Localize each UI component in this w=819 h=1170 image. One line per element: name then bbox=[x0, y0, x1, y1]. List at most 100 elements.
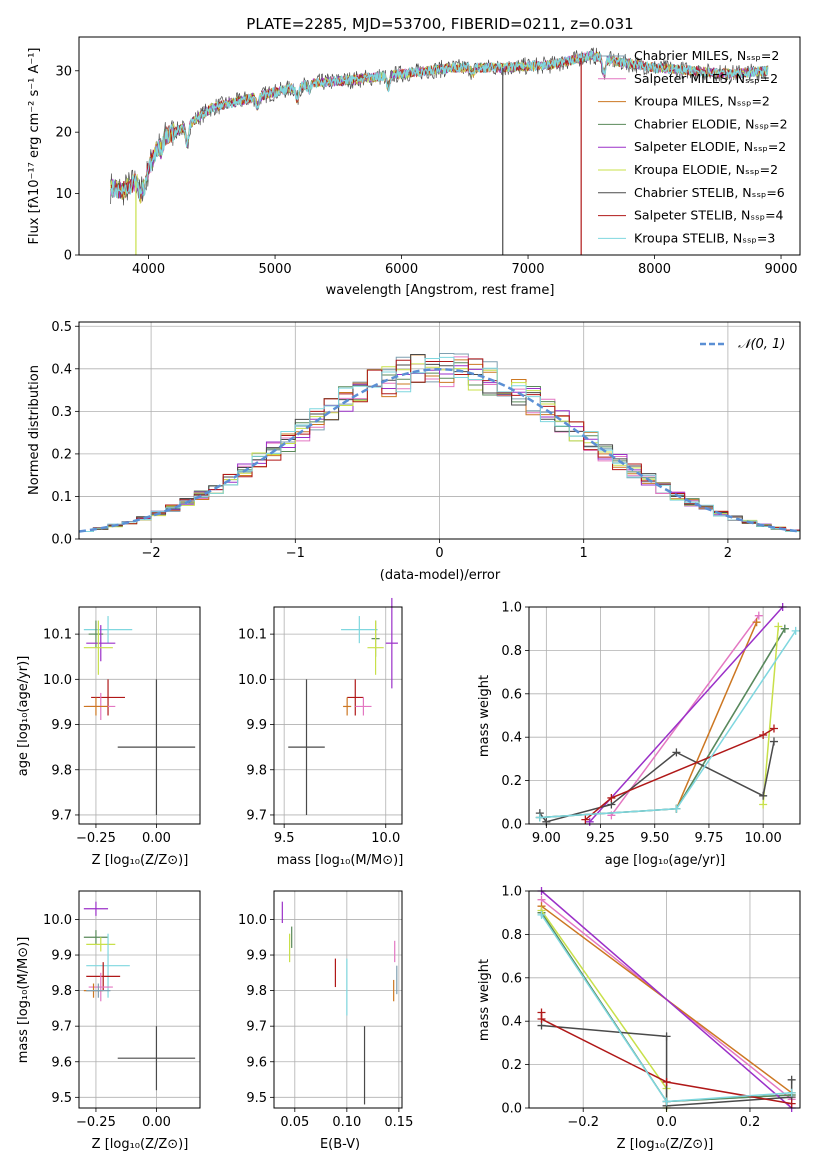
weight-age-xlabel: age [log₁₀(age/yr)] bbox=[605, 853, 726, 868]
y-tick-label: 9.9 bbox=[51, 718, 72, 733]
legend-label: Chabrier MILES, Nₛₛₚ=2 bbox=[634, 48, 779, 63]
mass-weight-series-line bbox=[762, 626, 780, 805]
y-tick-label: 10.0 bbox=[43, 913, 72, 928]
age-z-xlabel: Z [log₁₀(Z/Z⊙)] bbox=[92, 853, 189, 868]
y-tick-label: 0.1 bbox=[51, 490, 72, 505]
y-tick-label: 9.7 bbox=[246, 1020, 267, 1035]
age-z-axes-frame bbox=[78, 606, 201, 825]
y-tick-label: 10.0 bbox=[238, 913, 267, 928]
age-z-ylabel: age [log₁₀(age/yr)] bbox=[16, 656, 31, 777]
y-tick-label: 0.6 bbox=[501, 971, 522, 986]
x-tick-label: −0.25 bbox=[76, 1115, 116, 1130]
x-tick-label: 6000 bbox=[385, 262, 418, 277]
mass-weight-vs-age-panel: 9.00 9.25 9.50 9.75 10.000.00.20.40.60.81.0 … bbox=[477, 601, 801, 868]
y-tick-label: 0.8 bbox=[501, 928, 522, 943]
y-tick-label: 0.2 bbox=[51, 447, 72, 462]
x-tick-label: 0.00 bbox=[142, 1115, 171, 1130]
x-tick-label: 0.00 bbox=[142, 831, 171, 846]
y-tick-label: 9.9 bbox=[246, 949, 267, 964]
x-tick-label: 9.00 bbox=[532, 831, 561, 846]
y-tick-label: 9.7 bbox=[51, 808, 72, 823]
y-tick-label: 0.0 bbox=[51, 533, 72, 548]
mass-weight-point-marker bbox=[774, 622, 783, 631]
y-tick-label: 0.3 bbox=[51, 405, 72, 420]
spectrum-series-line bbox=[110, 50, 769, 200]
x-tick-label: 8000 bbox=[638, 262, 671, 277]
histogram-legend: 𝒩(0, 1) bbox=[700, 337, 785, 352]
x-tick-label: 2 bbox=[724, 546, 732, 561]
histogram-xlabel: (data-model)/error bbox=[380, 568, 501, 583]
weight-z-xlabel: Z [log₁₀(Z/Z⊙)] bbox=[617, 1137, 714, 1152]
y-tick-label: 0.6 bbox=[501, 687, 522, 702]
age-vs-metallicity-panel: −0.25 0.00 9.7 9.8 9.9 10.0 10.1 Z [log₁₀(Z/Z⊙… bbox=[16, 606, 201, 868]
y-tick-label: 9.7 bbox=[51, 1020, 72, 1035]
weight-age-axes-frame bbox=[528, 606, 801, 825]
x-tick-label: 0.10 bbox=[332, 1115, 361, 1130]
x-tick-label: 9.5 bbox=[274, 831, 295, 846]
y-tick-label: 0.4 bbox=[51, 362, 72, 377]
mass-weight-point-marker bbox=[537, 1015, 546, 1024]
y-tick-label: 10.0 bbox=[43, 673, 72, 688]
mass-z-axes-frame bbox=[78, 890, 201, 1109]
y-tick-label: 10.1 bbox=[43, 628, 72, 643]
y-tick-label: 10 bbox=[55, 187, 72, 202]
x-tick-label: 0 bbox=[435, 546, 443, 561]
mass-weight-point-marker bbox=[769, 737, 778, 746]
spectrum-panel: PLATE=2285, MJD=53700, FIBERID=0211, z=0… bbox=[27, 15, 801, 298]
weight-age-ylabel: mass weight bbox=[477, 675, 492, 757]
mass-z-xlabel: Z [log₁₀(Z/Z⊙)] bbox=[92, 1137, 189, 1152]
x-tick-label: 0.0 bbox=[656, 1115, 677, 1130]
mass-weight-vs-metallicity-panel: −0.2 0.0 0.2 0.0 0.2 0.4 0.6 0.8 1.0 Z [log₁₀(Z/… bbox=[477, 885, 801, 1152]
y-tick-label: 9.9 bbox=[51, 949, 72, 964]
y-tick-label: 9.5 bbox=[51, 1091, 72, 1106]
y-tick-label: 9.8 bbox=[51, 984, 72, 999]
legend-label: Kroupa MILES, Nₛₛₚ=2 bbox=[634, 94, 770, 109]
mass-weight-series-line bbox=[584, 727, 775, 821]
mass-ebv-axes-frame bbox=[273, 890, 403, 1109]
mass-weight-point-marker bbox=[662, 1097, 671, 1106]
age-mass-axes-frame bbox=[273, 606, 403, 825]
legend-label: Kroupa STELIB, Nₛₛₚ=3 bbox=[634, 230, 775, 245]
legend-label: Chabrier STELIB, Nₛₛₚ=6 bbox=[634, 185, 785, 200]
residual-histogram-series bbox=[79, 356, 800, 532]
mass-weight-point-marker bbox=[535, 813, 544, 822]
mass-weight-point-marker bbox=[752, 618, 761, 627]
mass-weight-series-line bbox=[539, 741, 775, 823]
x-tick-label: −0.2 bbox=[567, 1115, 599, 1130]
mass-vs-metallicity-panel: −0.25 0.00 9.5 9.6 9.7 9.8 9.9 10.0 Z [log₁₀(Z/… bbox=[16, 890, 201, 1152]
x-tick-label: 4000 bbox=[132, 262, 165, 277]
residual-histogram-panel: −2 −1 0 1 2 0.0 0.1 0.2 0.3 0.4 0.5 (data-model)/e… bbox=[27, 320, 801, 583]
legend-label: Salpeter MILES, Nₛₛₚ=2 bbox=[634, 71, 778, 86]
x-tick-label: 5000 bbox=[259, 262, 292, 277]
x-tick-label: 10.00 bbox=[745, 831, 782, 846]
x-tick-label: 9.75 bbox=[694, 831, 723, 846]
y-tick-label: 0 bbox=[64, 249, 72, 264]
x-tick-label: 9000 bbox=[764, 262, 797, 277]
mass-weight-series-line bbox=[541, 890, 793, 1109]
age-mass-xlabel: mass [log₁₀(M/M⊙)] bbox=[277, 853, 404, 868]
mass-weight-point-marker bbox=[581, 815, 590, 824]
x-tick-label: 0.05 bbox=[280, 1115, 309, 1130]
mass-weight-point-marker bbox=[754, 611, 763, 620]
mass-weight-point-marker bbox=[662, 1077, 671, 1086]
y-tick-label: 9.6 bbox=[246, 1055, 267, 1070]
x-tick-label: 7000 bbox=[511, 262, 544, 277]
legend-label: Salpeter ELODIE, Nₛₛₚ=2 bbox=[634, 139, 786, 154]
weight-z-axes-frame bbox=[528, 890, 801, 1109]
legend-label: Kroupa ELODIE, Nₛₛₚ=2 bbox=[634, 162, 778, 177]
y-tick-label: 0.8 bbox=[501, 644, 522, 659]
normal-curve-legend-label: 𝒩(0, 1) bbox=[738, 337, 785, 352]
mass-weight-point-marker bbox=[791, 626, 800, 635]
y-tick-label: 0.4 bbox=[501, 731, 522, 746]
residual-histogram-series bbox=[79, 365, 800, 532]
y-tick-label: 9.5 bbox=[246, 1091, 267, 1106]
mass-weight-point-marker bbox=[780, 624, 789, 633]
spectrum-title: PLATE=2285, MJD=53700, FIBERID=0211, z=0… bbox=[246, 15, 633, 33]
y-tick-label: 10.1 bbox=[238, 628, 267, 643]
histogram-ylabel: Normed distribution bbox=[27, 365, 42, 495]
x-tick-label: 9.25 bbox=[586, 831, 615, 846]
spectrum-axes-frame bbox=[78, 36, 801, 256]
y-tick-label: 0.5 bbox=[51, 320, 72, 335]
mass-weight-point-marker bbox=[787, 1075, 796, 1084]
